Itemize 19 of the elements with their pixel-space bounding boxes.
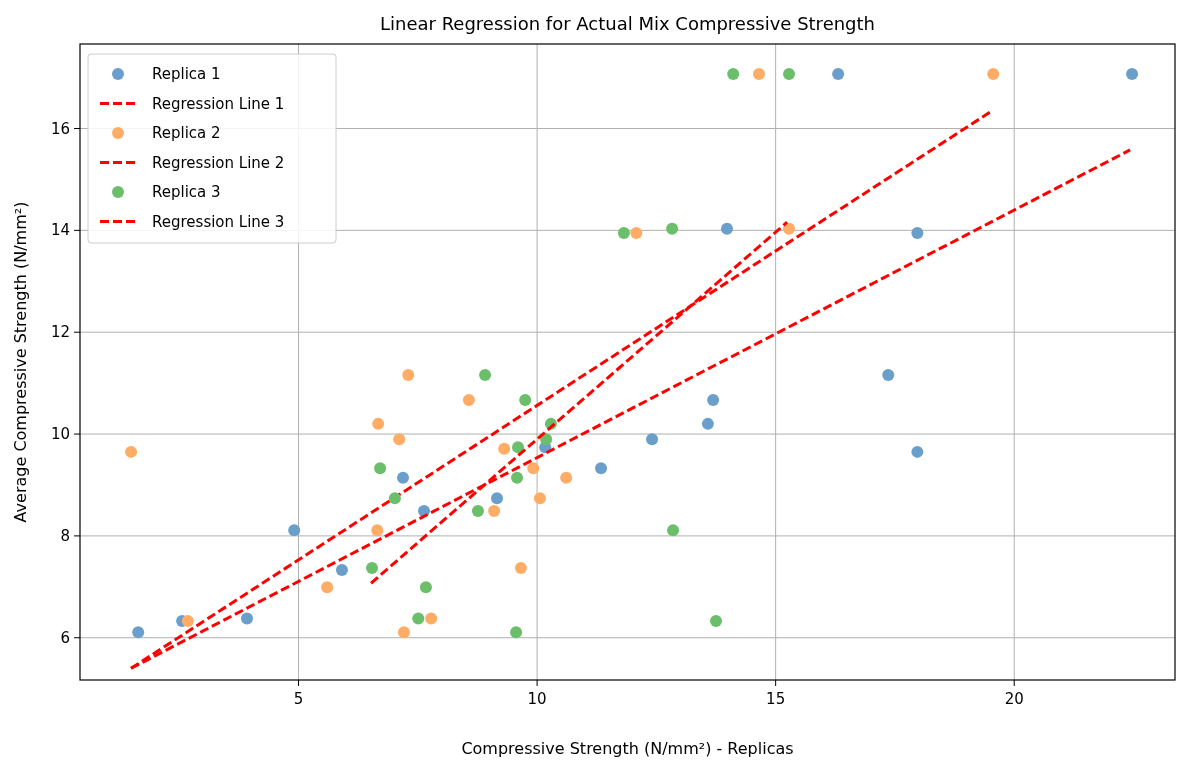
y-axis-title: Average Compressive Strength (N/mm²) xyxy=(11,201,30,523)
legend-label: Replica 2 xyxy=(152,124,221,142)
y-tick-label: 14 xyxy=(50,221,70,240)
legend-label: Replica 1 xyxy=(152,65,221,83)
legend-label: Regression Line 3 xyxy=(152,212,285,231)
legend-label: Regression Line 1 xyxy=(152,94,285,113)
x-tick-label: 20 xyxy=(1004,690,1024,708)
x-tick-label: 10 xyxy=(527,690,547,708)
x-tick-label: 5 xyxy=(293,690,304,708)
y-tick-label: 6 xyxy=(60,628,70,647)
legend-label: Regression Line 2 xyxy=(152,153,285,172)
legend-label: Replica 3 xyxy=(152,183,221,201)
y-tick-label: 8 xyxy=(60,526,70,545)
x-tick-label: 15 xyxy=(766,690,786,708)
x-axis-title: Compressive Strength (N/mm²) - Replicas xyxy=(461,739,794,758)
y-tick-label: 12 xyxy=(50,323,70,342)
y-tick-label: 16 xyxy=(50,119,70,138)
chart-title: Linear Regression for Actual Mix Compressive Strength xyxy=(379,13,876,34)
y-tick-label: 10 xyxy=(50,425,70,444)
